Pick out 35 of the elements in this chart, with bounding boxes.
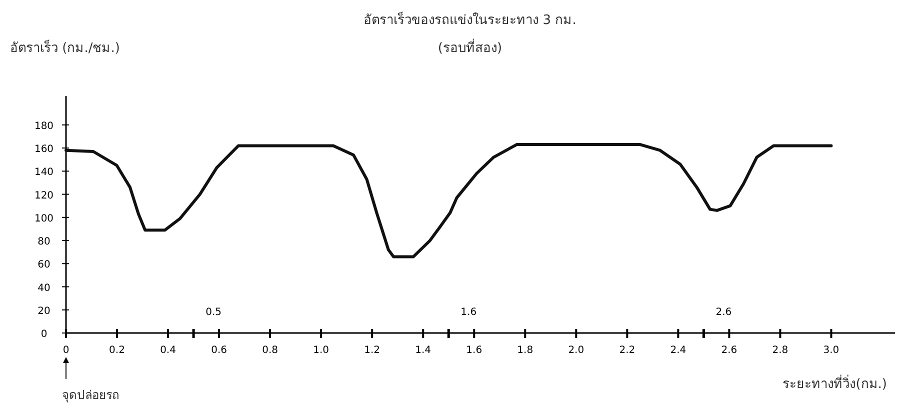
x-tick-label: 2.6 xyxy=(721,345,738,356)
y-tick-label: 20 xyxy=(38,306,50,317)
x-tick-label: 0.8 xyxy=(262,345,278,356)
x-tick-label: 1.2 xyxy=(364,345,380,356)
x-tick-label: 2.0 xyxy=(568,345,584,356)
y-tick-label: 140 xyxy=(34,167,54,178)
y-tick-label: 0 xyxy=(40,329,48,340)
text: จุดปล่อยรถ xyxy=(62,388,119,403)
x-tick-label: 1.0 xyxy=(313,345,330,356)
x-axis-title: ระยะทางที่วิ่ง(กม.) xyxy=(782,375,887,392)
y-tick-label: 160 xyxy=(34,144,54,156)
x-tick-label: 1.4 xyxy=(415,345,432,356)
x-tick-label: 3.0 xyxy=(823,345,840,356)
x-tick-label: 0.4 xyxy=(160,345,176,356)
x-tick-label: 0.6 xyxy=(211,345,227,356)
chart-title: อัตราเร็วของรถแข่งในระยะทาง 3 กม. xyxy=(364,10,576,28)
annotation: 0.5 xyxy=(206,307,222,318)
line-series xyxy=(64,143,833,258)
annotation: 1.6 xyxy=(460,307,477,318)
x-tick-label: 2.8 xyxy=(772,345,788,356)
y-tick-label: 100 xyxy=(34,213,54,224)
x-tick-label: 1.8 xyxy=(517,345,534,356)
x-tick-label: 2.4 xyxy=(670,345,686,356)
x-tick-label: 0.2 xyxy=(109,345,125,356)
y-tick-label: 60 xyxy=(38,260,50,271)
x-tick-label: 0 xyxy=(62,345,70,356)
y-tick-label: 40 xyxy=(38,282,50,294)
y-axis-title: อัตราเร็ว (กม./ชม.) xyxy=(10,38,120,56)
y-tick-label: 80 xyxy=(38,236,50,248)
chart-subtitle: (รอบที่สอง) xyxy=(438,39,502,56)
x-tick-label: 1.6 xyxy=(466,345,482,356)
y-tick-label: 180 xyxy=(34,120,54,132)
y-tick-label: 120 xyxy=(34,190,54,202)
annotation: 2.6 xyxy=(716,307,732,318)
x-tick-label: 2.2 xyxy=(619,345,636,356)
